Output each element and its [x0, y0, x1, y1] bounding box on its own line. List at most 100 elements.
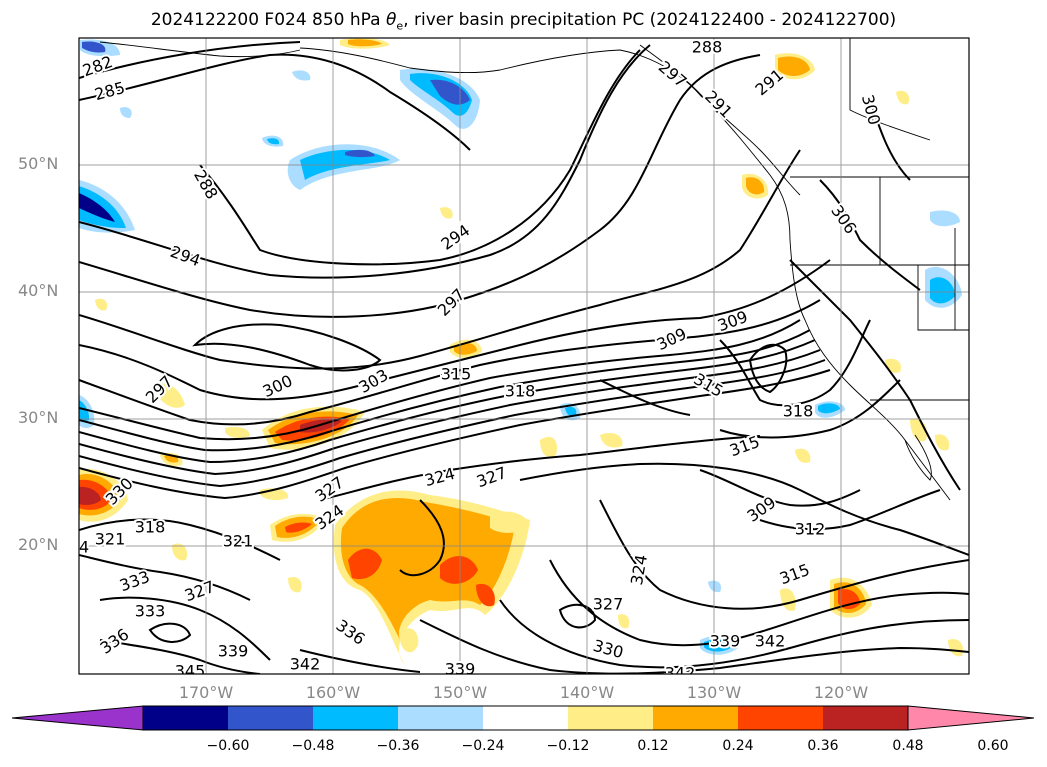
colorbar-extend-high — [907, 705, 1035, 731]
chart-title: 2024122200 F024 850 hPa θe, river basin … — [0, 10, 1047, 32]
precip-positive-area — [935, 434, 950, 451]
contour-label: 339 — [218, 642, 249, 661]
border-line — [917, 265, 969, 331]
precip-positive-area — [172, 543, 188, 561]
precip-negative-area — [930, 277, 955, 304]
precip-positive-area — [896, 90, 910, 105]
lon-label-150w: 150°W — [432, 683, 488, 702]
coastlines — [99, 38, 969, 501]
contour-line — [719, 319, 871, 407]
colorbar-segment — [823, 706, 908, 730]
contour-line — [79, 149, 801, 370]
contour-label: 321 — [95, 530, 126, 549]
colorbar-tick-label: 0.60 — [977, 738, 1009, 754]
theta-symbol: θ — [386, 10, 397, 30]
us-west-coast — [789, 239, 951, 501]
contour-line — [79, 53, 471, 151]
contour-line — [869, 99, 911, 181]
contour-label: 288 — [692, 38, 723, 57]
lat-label-50n: 50°N — [18, 154, 59, 173]
precip-positive-area — [340, 497, 515, 640]
precip-positive-area — [440, 207, 453, 219]
precip-negative-area — [79, 400, 90, 422]
colorbar-extend-low — [11, 705, 144, 731]
precip-positive-area — [155, 383, 185, 408]
theta-subscript: e — [396, 19, 404, 33]
precip-positive-area — [780, 588, 796, 611]
title-suffix: , river basin precipitation PC (20241224… — [403, 10, 897, 30]
contour-label: 318 — [783, 402, 814, 421]
precip-negative-area — [120, 107, 132, 118]
precip-negative-area — [930, 210, 960, 227]
map-layers: 2822852882882912942942972972972913003003… — [69, 38, 969, 681]
contour-line — [599, 379, 691, 416]
contour-line — [519, 462, 969, 556]
contour-line — [549, 559, 969, 647]
contour-line — [819, 179, 921, 291]
precip-positive-area — [225, 426, 250, 439]
contour-line — [192, 323, 382, 372]
contour-line — [719, 379, 901, 439]
contour-line — [419, 619, 969, 674]
border-line — [849, 38, 931, 141]
lon-label-120w: 120°W — [813, 683, 869, 702]
colorbar-segment — [738, 706, 823, 730]
contour-label: 321 — [223, 532, 254, 551]
precip-negative-area — [79, 186, 126, 228]
baja-coast — [904, 434, 932, 481]
contour-line — [79, 319, 801, 441]
contour-label: 312 — [795, 520, 826, 539]
precip-shading — [79, 38, 964, 665]
colorbar — [11, 705, 1035, 731]
contour-line — [748, 343, 788, 394]
lon-label-160w: 160°W — [305, 683, 361, 702]
precip-positive-area — [288, 576, 302, 593]
precip-positive-area — [490, 511, 530, 533]
contour-line — [148, 622, 192, 643]
precip-negative-area — [292, 70, 311, 81]
contour-label: 339 — [445, 660, 476, 679]
colorbar-tick-label: −0.36 — [376, 738, 420, 754]
contour-line — [759, 489, 941, 531]
graticule — [79, 38, 969, 674]
contour-label: 315 — [441, 365, 472, 384]
alaska-coast — [299, 47, 801, 196]
colorbar-segment — [143, 706, 228, 730]
contour-line — [79, 554, 251, 601]
theta-e-contours — [79, 41, 969, 674]
precip-negative-area — [267, 138, 280, 145]
colorbar-segment — [653, 706, 738, 730]
lat-label-20n: 20°N — [18, 535, 59, 554]
contour-label: 345 — [175, 662, 206, 681]
precip-negative-area — [565, 406, 577, 417]
contour-line — [79, 349, 821, 476]
precip-positive-area — [476, 583, 495, 607]
contour-line — [79, 329, 811, 452]
contour-line — [79, 44, 651, 279]
contour-line — [79, 369, 831, 500]
colorbar-segment — [398, 706, 483, 730]
colorbar-tick-label: −0.24 — [461, 738, 505, 754]
colorbar-tick-label: 0.24 — [722, 738, 754, 754]
contour-label: 24 — [69, 538, 89, 557]
precip-positive-area — [540, 436, 558, 457]
precip-positive-area — [600, 433, 623, 448]
lat-label-40n: 40°N — [18, 281, 59, 300]
lat-label-30n: 30°N — [18, 408, 59, 427]
colorbar-frame — [142, 705, 909, 731]
precip-negative-area — [818, 403, 840, 414]
colorbar-segment — [313, 706, 398, 730]
colorbar-segment — [483, 706, 568, 730]
contour-line — [99, 596, 271, 661]
colorbar-segments — [11, 705, 1035, 731]
contour-line — [99, 639, 261, 674]
contour-label: 339 — [710, 632, 741, 651]
precip-positive-area — [440, 555, 478, 584]
contour-line — [79, 54, 761, 318]
precip-positive-area — [795, 448, 811, 463]
lon-label-130w: 130°W — [686, 683, 742, 702]
contour-line — [79, 259, 831, 401]
precip-negative-area — [708, 580, 722, 593]
colorbar-tick-label: −0.12 — [546, 738, 590, 754]
precip-negative-area — [345, 149, 375, 158]
